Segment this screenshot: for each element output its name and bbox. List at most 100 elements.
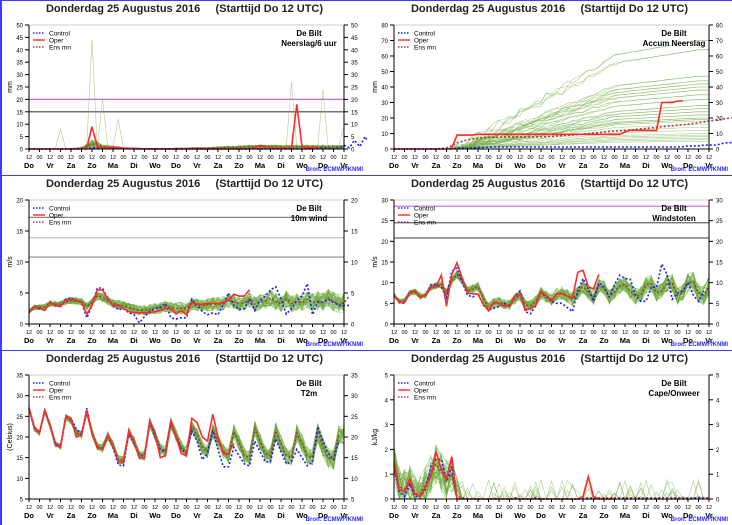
x-tick-label: 12 — [278, 330, 284, 336]
x-tick-label: 00 — [36, 155, 42, 161]
x-tick-label: 12 — [194, 155, 200, 161]
x-tick-label: 00 — [162, 505, 168, 511]
x-day-label: Ma — [255, 336, 266, 345]
panel-t2m: Donderdag 25 Augustus 2016 (Starttijd Do… — [2, 351, 367, 525]
x-tick-label: 12 — [278, 505, 284, 511]
x-day-label: Vr — [340, 161, 348, 170]
y-tick-label: 30 — [381, 101, 388, 107]
x-tick-label: 00 — [485, 330, 491, 336]
y-tick-label: 35 — [16, 374, 23, 380]
panel-divider-h2 — [0, 349, 732, 351]
ensemble-member-line — [393, 456, 710, 500]
x-tick-label: 00 — [443, 505, 449, 511]
y-tick-label-right: 10 — [716, 132, 723, 138]
y-tick-label: 3 — [385, 423, 389, 429]
x-day-label: Di — [130, 511, 138, 520]
ensemble-member-line — [29, 39, 344, 150]
x-tick-label: 12 — [341, 330, 347, 336]
x-tick-label: 12 — [391, 505, 397, 511]
x-day-label: Vr — [193, 511, 201, 520]
y-tick-label-right: 5 — [351, 135, 355, 141]
x-day-label: Do — [536, 161, 546, 170]
y-tick-label: 15 — [381, 261, 388, 267]
chart-title: Donderdag 25 Augustus 2016 (Starttijd Do… — [410, 178, 689, 190]
y-tick-label-right: 20 — [351, 98, 358, 104]
x-day-label: Ma — [473, 161, 484, 170]
x-tick-label: 00 — [183, 330, 189, 336]
x-day-label: Do — [318, 336, 328, 345]
y-axis-label: mm — [7, 81, 14, 93]
x-day-label: Zo — [599, 161, 609, 170]
x-day-label: Wo — [149, 511, 161, 520]
x-tick-label: 12 — [580, 505, 586, 511]
x-day-label: Do — [24, 511, 34, 520]
x-tick-label: 00 — [330, 155, 336, 161]
x-tick-label: 00 — [309, 155, 315, 161]
x-tick-label: 00 — [204, 155, 210, 161]
x-tick-label: 12 — [412, 155, 418, 161]
x-tick-label: 00 — [225, 155, 231, 161]
x-day-label: Di — [130, 161, 138, 170]
x-tick-label: 12 — [391, 155, 397, 161]
x-tick-label: 12 — [475, 155, 481, 161]
y-tick-label: 80 — [381, 24, 388, 30]
variable-label: Neerslag/6 uur — [281, 39, 337, 48]
ensmean-line — [29, 143, 344, 150]
y-axis-label: m/s — [7, 256, 14, 268]
legend-label: Control — [49, 381, 71, 388]
x-tick-label: 00 — [674, 330, 680, 336]
y-tick-label: 25 — [16, 415, 23, 421]
ensemble-member-line — [28, 405, 345, 466]
x-tick-label: 12 — [601, 330, 607, 336]
x-tick-label: 00 — [267, 155, 273, 161]
x-tick-label: 00 — [569, 505, 575, 511]
y-tick-label-right: 0 — [716, 148, 720, 154]
x-tick-label: 00 — [527, 505, 533, 511]
x-tick-label: 12 — [643, 505, 649, 511]
x-day-label: Vr — [705, 511, 713, 520]
x-day-label: Vr — [558, 161, 566, 170]
y-tick-label: 10 — [16, 477, 23, 483]
location-label: De Bilt — [661, 379, 687, 388]
x-day-label: Ma — [108, 336, 119, 345]
source-label: Bron: ECMWF/KNMI — [305, 517, 363, 523]
x-tick-label: 12 — [299, 505, 305, 511]
x-tick-label: 12 — [278, 155, 284, 161]
y-tick-label: 35 — [16, 61, 23, 67]
x-tick-label: 00 — [674, 155, 680, 161]
x-tick-label: 00 — [78, 505, 84, 511]
x-tick-label: 00 — [246, 330, 252, 336]
source-label: Bron: ECMWF/KNMI — [670, 342, 728, 348]
location-label: De Bilt — [661, 204, 687, 213]
y-tick-label: 50 — [16, 24, 23, 30]
x-tick-label: 12 — [89, 505, 95, 511]
x-day-label: Do — [536, 336, 546, 345]
x-tick-label: 12 — [433, 330, 439, 336]
x-day-label: Ma — [473, 336, 484, 345]
y-tick-label: 20 — [381, 117, 388, 123]
x-tick-label: 00 — [548, 155, 554, 161]
x-day-label: Do — [24, 336, 34, 345]
x-tick-label: 12 — [433, 505, 439, 511]
x-tick-label: 00 — [590, 155, 596, 161]
y-tick-label: 0 — [385, 323, 389, 329]
y-tick-label-right: 50 — [351, 24, 358, 30]
x-tick-label: 12 — [47, 505, 53, 511]
y-tick-label-right: 35 — [351, 61, 358, 67]
x-day-label: Za — [432, 336, 442, 345]
x-tick-label: 12 — [559, 155, 565, 161]
y-tick-label-right: 5 — [351, 292, 355, 298]
x-day-label: Wo — [514, 161, 526, 170]
x-tick-label: 00 — [485, 155, 491, 161]
x-tick-label: 00 — [443, 330, 449, 336]
y-tick-label: 30 — [381, 199, 388, 205]
y-tick-label-right: 4 — [716, 398, 720, 404]
y-tick-label-right: 30 — [351, 394, 358, 400]
legend-label: Oper — [49, 388, 64, 395]
y-tick-label-right: 3 — [716, 423, 720, 429]
y-axis-label: (Celsius) — [7, 423, 14, 451]
x-tick-label: 00 — [183, 155, 189, 161]
x-tick-label: 12 — [664, 505, 670, 511]
